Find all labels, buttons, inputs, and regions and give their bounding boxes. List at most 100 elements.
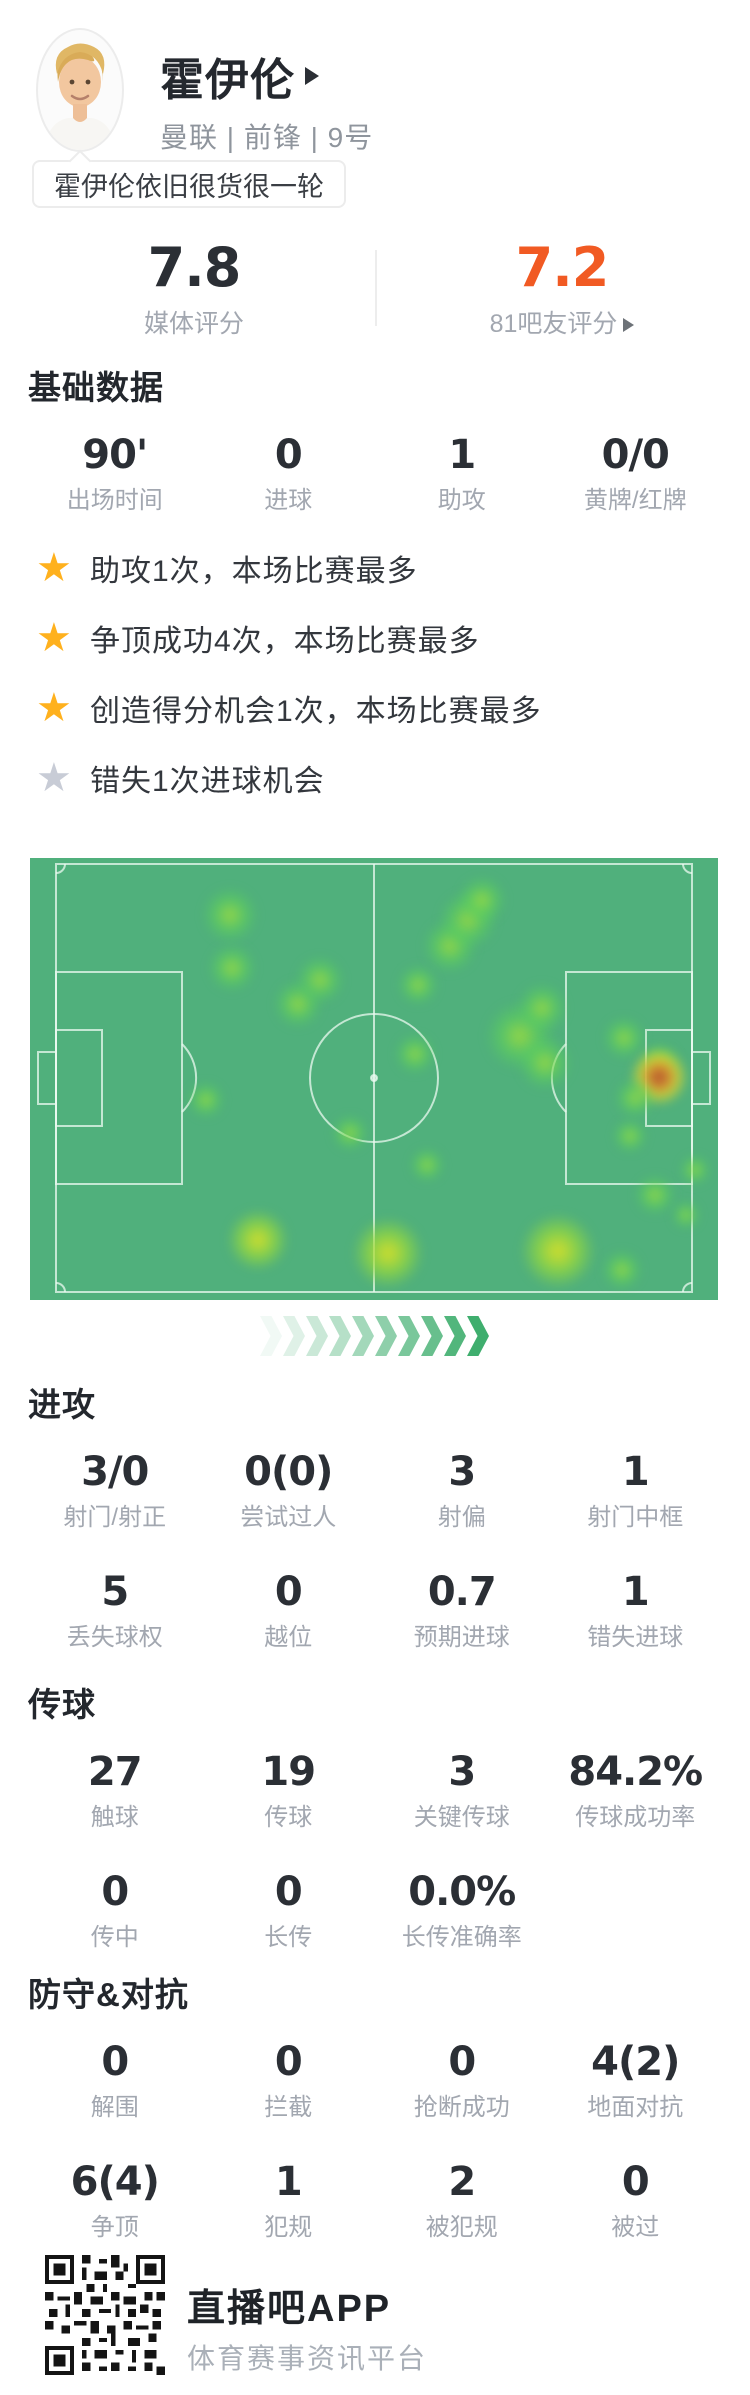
- stat-cell: 1 错失进球: [549, 1569, 723, 1653]
- section-title: 传球: [28, 1686, 96, 1723]
- stat-label: 进球: [264, 487, 313, 514]
- highlight-item: ★ 助攻1次，本场比赛最多: [36, 545, 726, 591]
- chevron-icon: [375, 1316, 397, 1356]
- stat-label: 触球: [90, 1804, 139, 1831]
- section-title: 基础数据: [28, 369, 164, 406]
- stat-value: 6(4): [70, 2159, 160, 2205]
- stat-value: 0: [274, 1869, 303, 1915]
- attack-direction-arrows: [0, 1316, 750, 1356]
- chevron-icon: [283, 1316, 305, 1356]
- stat-value: 1: [621, 1449, 650, 1495]
- stat-cell: 0/0 黄牌/红牌: [549, 432, 723, 516]
- stat-label: 长传: [264, 1924, 313, 1951]
- stat-label: 越位: [264, 1624, 313, 1651]
- stat-value: 0.0%: [408, 1869, 516, 1915]
- stat-cell: 27 触球: [28, 1749, 202, 1833]
- media-rating-value: 7.8: [147, 236, 242, 299]
- stat-value: 4(2): [591, 2039, 680, 2085]
- stat-value: 0: [101, 1869, 129, 1915]
- stat-value: 90': [82, 432, 148, 478]
- stat-cell: 0 越位: [202, 1569, 376, 1653]
- stat-value: 1: [621, 1569, 650, 1615]
- highlight-item: ★ 争顶成功4次，本场比赛最多: [36, 615, 726, 661]
- stat-cell: 0 进球: [202, 432, 376, 516]
- highlight-text: 争顶成功4次，本场比赛最多: [90, 625, 480, 658]
- stat-value: 1: [274, 2159, 303, 2205]
- stat-value: 27: [87, 1749, 143, 1795]
- stat-cell: 0 拦截: [202, 2039, 376, 2123]
- player-avatar[interactable]: [36, 28, 124, 152]
- highlights-list: ★ 助攻1次，本场比赛最多 ★ 争顶成功4次，本场比赛最多 ★ 创造得分机会1次，本场比赛…: [36, 545, 726, 825]
- stat-cell: 90' 出场时间: [28, 432, 202, 516]
- star-icon: ★: [36, 686, 72, 730]
- stat-cell: 3 射偏: [375, 1449, 549, 1533]
- stat-value: 0/0: [601, 432, 670, 478]
- touch-heatmap: [30, 858, 718, 1300]
- stat-label: 射门/射正: [63, 1504, 167, 1531]
- stat-label: 射偏: [437, 1504, 486, 1531]
- stat-cell: 0(0) 尝试过人: [202, 1449, 376, 1533]
- stat-value: 3: [448, 1449, 476, 1495]
- fans-rating[interactable]: 7.2 81吧友评分: [392, 238, 732, 340]
- star-icon: ★: [36, 546, 72, 590]
- app-tagline: 体育赛事资讯平台: [187, 2343, 428, 2374]
- chevron-icon: [306, 1316, 328, 1356]
- stat-label: 解围: [90, 2094, 139, 2121]
- stat-label: 黄牌/红牌: [583, 487, 687, 514]
- section-title: 防守&对抗: [28, 1976, 189, 2013]
- stats-grid: 0 解围 0 拦截 0 抢断成功 4(2) 地面对抗 6(4) 争顶 1 犯规 2 被犯规 0 被过: [28, 2039, 722, 2243]
- qr-code: [45, 2255, 165, 2375]
- stat-label: 出场时间: [66, 487, 163, 514]
- stat-cell: 1 助攻: [375, 432, 549, 516]
- footer: 直播吧APP 体育赛事资讯平台: [45, 2255, 705, 2380]
- stat-label: 拦截: [264, 2094, 313, 2121]
- stat-value: 84.2%: [568, 1749, 703, 1795]
- stat-value: 5: [101, 1569, 129, 1615]
- section-basic-data: 基础数据 90' 出场时间 0 进球 1 助攻 0/0 黄牌/红牌: [28, 368, 722, 516]
- media-rating-label: 媒体评分: [143, 310, 244, 338]
- stat-cell: [549, 1869, 723, 1953]
- ratings-panel: 7.8 媒体评分 7.2 81吧友评分: [0, 238, 750, 348]
- stat-label: 关键传球: [413, 1804, 510, 1831]
- player-name: 霍伊伦: [160, 56, 295, 105]
- stats-grid: 3/0 射门/射正 0(0) 尝试过人 3 射偏 1 射门中框 5 丢失球权 0 越位 0.7 预期进球 1…: [28, 1449, 722, 1653]
- stat-cell: 6(4) 争顶: [28, 2159, 202, 2243]
- player-name-link[interactable]: 霍伊伦: [160, 44, 319, 108]
- stat-value: 0.7: [427, 1569, 497, 1615]
- stat-label: 预期进球: [413, 1624, 510, 1651]
- stat-cell: 4(2) 地面对抗: [549, 2039, 723, 2123]
- stat-value: 3/0: [81, 1449, 149, 1495]
- stats-grid: 27 触球 19 传球 3 关键传球 84.2% 传球成功率 0 传中 0 长传 0.0% 长传准确率: [28, 1749, 722, 1953]
- section-defense: 防守&对抗 0 解围 0 拦截 0 抢断成功 4(2) 地面对抗 6(4) 争顶 1 犯规 2 被犯规 0 被过: [28, 1975, 722, 2243]
- hot-comment-text: 霍伊伦依旧很货很一轮: [54, 171, 324, 202]
- stat-label: 犯规: [264, 2214, 313, 2241]
- chevron-icon: [398, 1316, 420, 1356]
- stat-cell: 3 关键传球: [375, 1749, 549, 1833]
- chevron-icon: [444, 1316, 466, 1356]
- stat-label: 传球成功率: [575, 1804, 696, 1831]
- stat-label: 丢失球权: [66, 1624, 163, 1651]
- stat-label: 地面对抗: [587, 2094, 684, 2121]
- highlight-text: 错失1次进球机会: [90, 765, 325, 798]
- stat-value: 0: [448, 2039, 476, 2085]
- chevron-icon: [467, 1316, 489, 1356]
- stat-label: 传球: [264, 1804, 313, 1831]
- hot-comment-badge[interactable]: 霍伊伦依旧很货很一轮: [32, 160, 346, 208]
- stat-value: 3: [448, 1749, 476, 1795]
- stat-cell: 0 被过: [549, 2159, 723, 2243]
- stat-cell: 5 丢失球权: [28, 1569, 202, 1653]
- stat-label: 助攻: [437, 487, 486, 514]
- stat-value: 0: [621, 2159, 650, 2205]
- stat-label: 射门中框: [587, 1504, 684, 1531]
- stat-label: 被犯规: [425, 2214, 498, 2241]
- stat-cell: 0 长传: [202, 1869, 376, 1953]
- section-passing: 传球 27 触球 19 传球 3 关键传球 84.2% 传球成功率 0 传中 0 长传 0.0% 长传准确率: [28, 1685, 722, 1953]
- app-name: 直播吧APP: [187, 2288, 392, 2330]
- section-attack: 进攻 3/0 射门/射正 0(0) 尝试过人 3 射偏 1 射门中框 5 丢失球权 0 越位 0.7 预期进…: [28, 1385, 722, 1653]
- stat-label: 争顶: [90, 2214, 139, 2241]
- stat-value: 0: [274, 2039, 303, 2085]
- stat-label: 错失进球: [587, 1624, 684, 1651]
- stat-cell: 0 传中: [28, 1869, 202, 1953]
- stat-cell: 0 解围: [28, 2039, 202, 2123]
